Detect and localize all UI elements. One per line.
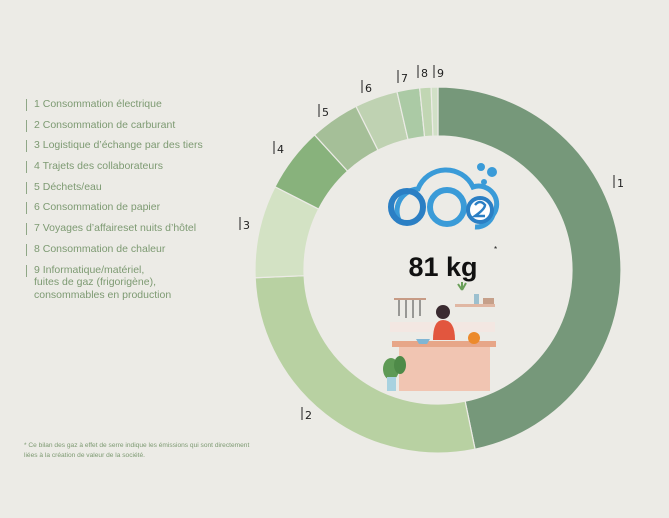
footnote: * Ce bilan des gaz à effet de serre indi… <box>24 442 250 459</box>
legend-item-9: 9 Informatique/matériel, fuites de gaz (… <box>26 264 203 302</box>
segment-label-6: 6 <box>365 82 372 95</box>
segment-label-2: 2 <box>305 409 312 422</box>
segment-label-1: 1 <box>617 177 624 190</box>
segment-label-3: 3 <box>243 219 250 232</box>
center-marker: * <box>494 245 497 254</box>
legend-item-3: 3 Logistique d’échange par des tiers <box>26 139 203 152</box>
legend-item-4: 4 Trajets des collaborateurs <box>26 160 203 173</box>
center-value: 81 kg <box>408 252 477 282</box>
donut-segment-9 <box>430 86 439 137</box>
legend-item-6: 6 Consommation de papier <box>26 201 203 214</box>
legend-item-5: 5 Déchets/eau <box>26 181 203 194</box>
segment-label-7: 7 <box>401 72 408 85</box>
segment-label-5: 5 <box>322 106 329 119</box>
legend-item-8: 8 Consommation de chaleur <box>26 243 203 256</box>
donut-segment-1 <box>437 86 622 450</box>
segment-label-8: 8 <box>421 67 428 80</box>
legend-item-1: 1 Consommation électrique <box>26 98 203 111</box>
co2-logo <box>388 163 500 230</box>
co2-subscript-icon <box>471 200 487 218</box>
kitchen-illustration <box>383 282 496 391</box>
segment-label-9: 9 <box>437 67 444 80</box>
segment-label-4: 4 <box>277 143 284 156</box>
legend: 1 Consommation électrique 2 Consommation … <box>26 98 203 309</box>
legend-item-7: 7 Voyages d’affaireset nuits d’hôtel <box>26 222 203 235</box>
legend-item-2: 2 Consommation de carburant <box>26 119 203 132</box>
